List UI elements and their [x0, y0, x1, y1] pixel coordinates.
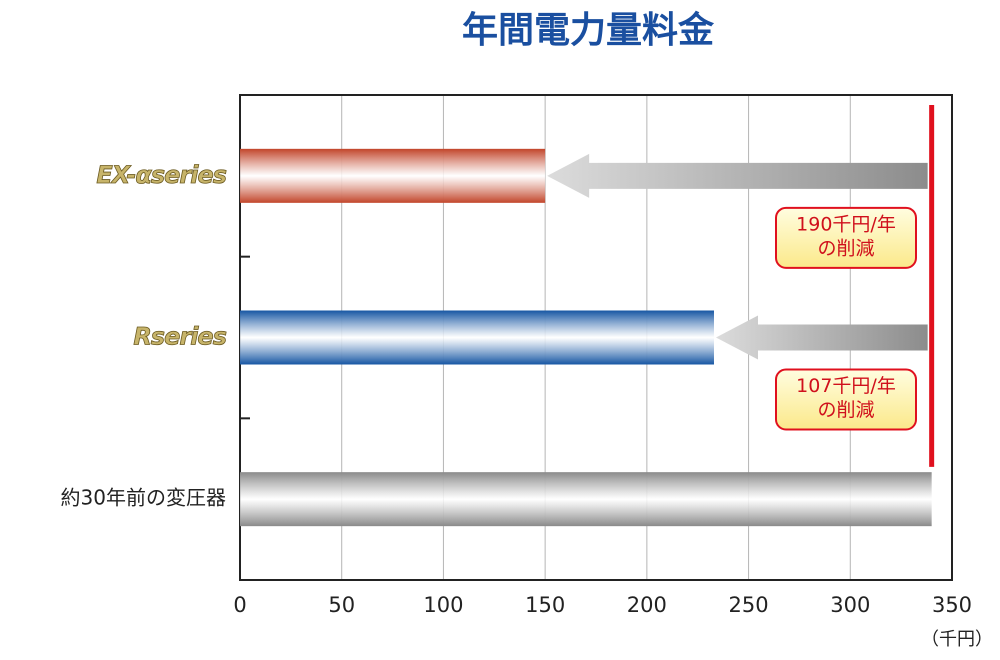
y-tick-label: 約30年前の変圧器 — [61, 486, 226, 510]
annotation-text: の削減 — [817, 399, 874, 421]
y-tick-label: EX-αseries — [96, 161, 226, 189]
x-tick-label: 150 — [525, 593, 565, 617]
x-tick-label: 100 — [423, 593, 463, 617]
y-tick-label: Rseries — [133, 323, 226, 351]
annotation-box — [775, 206, 917, 269]
x-tick-label: 50 — [328, 593, 355, 617]
annotation-text: 107千円/年 — [796, 375, 896, 397]
bar — [240, 472, 932, 527]
annotation-text: の削減 — [817, 237, 874, 259]
x-tick-label: 300 — [830, 593, 870, 617]
annotation-text: 190千円/年 — [796, 213, 896, 235]
x-tick-label: 250 — [729, 593, 769, 617]
saving-arrow — [715, 315, 928, 360]
annotation-box — [775, 368, 917, 431]
bar — [240, 148, 546, 203]
chart-title: 年間電力量料金 — [462, 9, 715, 51]
x-unit-label: （千円） — [921, 629, 993, 650]
x-tick-label: 350 — [932, 593, 972, 617]
x-tick-label: 200 — [627, 593, 667, 617]
bar — [240, 310, 714, 365]
saving-arrow — [547, 153, 928, 198]
x-tick-label: 0 — [233, 593, 246, 617]
